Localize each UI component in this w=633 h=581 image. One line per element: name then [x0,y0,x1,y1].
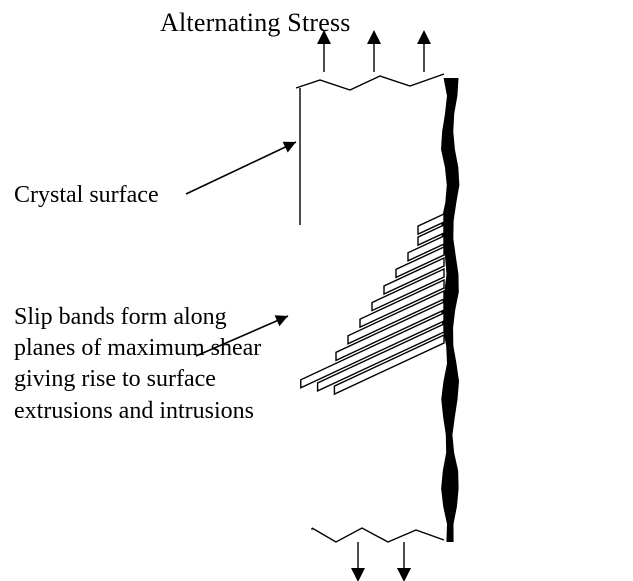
diagram-svg [0,0,633,581]
diagram-stage: Alternating Stress Crystal surface Slip … [0,0,633,581]
